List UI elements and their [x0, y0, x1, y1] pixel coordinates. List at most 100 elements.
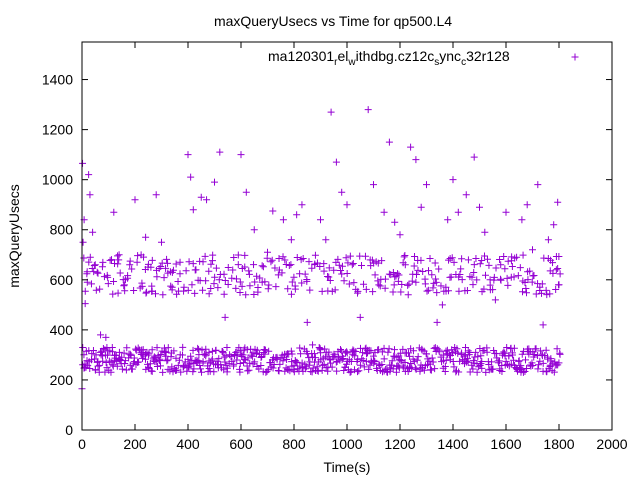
- data-point: [263, 254, 271, 262]
- data-point: [128, 365, 136, 373]
- data-point: [521, 279, 529, 287]
- data-point: [497, 276, 505, 284]
- data-point: [111, 354, 119, 362]
- data-point: [236, 365, 244, 373]
- data-points: [78, 106, 564, 393]
- data-point: [519, 368, 527, 376]
- data-point: [496, 275, 504, 283]
- data-point: [216, 148, 224, 156]
- data-point: [401, 359, 409, 367]
- data-point: [496, 255, 504, 263]
- data-point: [274, 271, 282, 279]
- data-point: [242, 188, 250, 196]
- data-point: [428, 271, 436, 279]
- data-point: [555, 253, 563, 261]
- data-point: [313, 363, 321, 371]
- data-point: [542, 346, 550, 354]
- data-point: [358, 355, 366, 363]
- data-point: [176, 270, 184, 278]
- data-point: [185, 361, 193, 369]
- data-point: [230, 253, 238, 261]
- data-point: [118, 353, 126, 361]
- data-point: [205, 364, 213, 372]
- data-point: [166, 367, 174, 375]
- data-point: [422, 350, 430, 358]
- data-point: [552, 285, 560, 293]
- data-point: [325, 273, 333, 281]
- data-point: [335, 261, 343, 269]
- data-point: [108, 256, 116, 264]
- data-point: [427, 366, 435, 374]
- data-point: [410, 262, 418, 270]
- data-point: [130, 287, 138, 295]
- data-point: [173, 366, 181, 374]
- data-point: [356, 313, 364, 321]
- data-point: [472, 348, 480, 356]
- data-point: [407, 143, 415, 151]
- data-point: [346, 368, 354, 376]
- data-point: [362, 285, 370, 293]
- data-point: [371, 271, 379, 279]
- data-point: [251, 358, 259, 366]
- data-point: [425, 357, 433, 365]
- data-point: [476, 203, 483, 211]
- data-point: [152, 191, 160, 199]
- data-point: [360, 280, 368, 288]
- data-point: [156, 362, 164, 370]
- data-point: [144, 351, 152, 359]
- data-point: [250, 226, 258, 234]
- data-point: [362, 358, 370, 366]
- data-point: [153, 363, 161, 371]
- data-point: [352, 348, 360, 356]
- data-point: [482, 368, 490, 376]
- data-point: [229, 266, 237, 274]
- data-point: [147, 263, 155, 271]
- data-point: [210, 368, 218, 376]
- data-point: [412, 270, 420, 278]
- data-point: [385, 138, 393, 146]
- data-point: [454, 208, 462, 216]
- x-tick-label: 0: [78, 436, 86, 452]
- data-point: [317, 216, 324, 224]
- data-point: [187, 173, 195, 181]
- data-point: [503, 344, 511, 352]
- data-point: [547, 256, 555, 264]
- data-point: [378, 360, 386, 368]
- data-point: [212, 346, 220, 354]
- data-point: [375, 281, 383, 289]
- data-point: [325, 264, 333, 272]
- data-point: [521, 356, 529, 364]
- data-point: [121, 360, 129, 368]
- data-point: [513, 253, 521, 261]
- data-point: [211, 273, 219, 281]
- data-point: [221, 276, 229, 284]
- data-point: [426, 255, 434, 263]
- data-point: [122, 366, 130, 374]
- data-point: [221, 358, 229, 366]
- data-point: [429, 284, 437, 292]
- data-point: [79, 343, 87, 351]
- data-point: [365, 365, 373, 373]
- data-point: [230, 360, 238, 368]
- data-point: [115, 251, 123, 259]
- data-point: [508, 263, 516, 271]
- data-point: [381, 275, 389, 283]
- data-point: [473, 368, 481, 376]
- data-point: [550, 221, 558, 229]
- data-point: [490, 273, 498, 281]
- y-axis: 0 200 400 600 800 1000 1200 1400: [42, 72, 612, 438]
- data-point: [496, 357, 504, 365]
- data-point: [505, 352, 513, 360]
- x-tick-label: 1400: [437, 436, 468, 452]
- data-point: [133, 258, 141, 266]
- data-point: [343, 349, 351, 357]
- data-point: [222, 361, 230, 369]
- data-point: [463, 286, 471, 294]
- data-point: [515, 357, 523, 365]
- data-point: [113, 362, 121, 370]
- data-point: [126, 350, 134, 358]
- data-point: [211, 178, 218, 186]
- data-point: [172, 260, 180, 268]
- y-tick-label: 1000: [42, 172, 73, 188]
- data-point: [518, 216, 526, 224]
